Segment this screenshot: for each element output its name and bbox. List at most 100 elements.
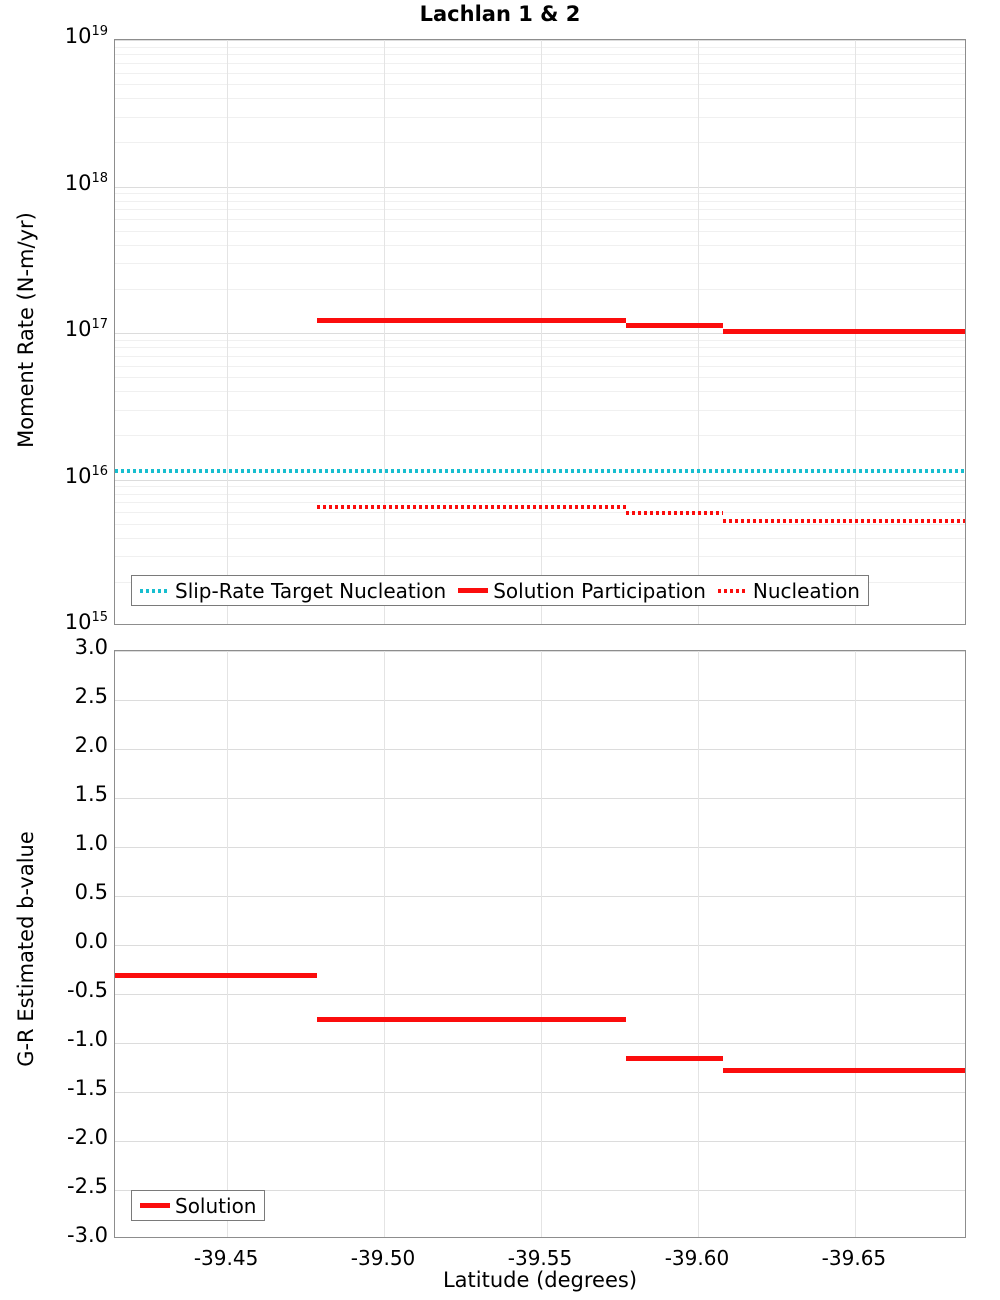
ytick-label: 3.0 <box>74 635 108 659</box>
xtick-label: -39.50 <box>350 1246 416 1270</box>
gridline-vertical <box>384 651 386 1237</box>
x-axis-title: Latitude (degrees) <box>442 1268 638 1292</box>
gridline-horizontal <box>115 512 965 513</box>
gridline-horizontal <box>115 651 965 652</box>
ytick-label: 1017 <box>64 317 108 341</box>
ytick-label: -0.5 <box>67 978 108 1002</box>
ytick-label: -1.5 <box>67 1076 108 1100</box>
gridline-horizontal <box>115 365 965 367</box>
xtick-label: -39.65 <box>821 1246 887 1270</box>
legend-label: Slip-Rate Target Nucleation <box>175 578 447 603</box>
gridline-horizontal <box>115 994 965 995</box>
gridline-vertical <box>384 40 386 624</box>
ytick-label: -1.0 <box>67 1027 108 1051</box>
ytick-exponent: 16 <box>91 463 108 479</box>
ytick-mantissa: 10 <box>64 463 92 488</box>
ytick-label: -2.0 <box>67 1125 108 1149</box>
ytick-label: 1016 <box>64 463 108 488</box>
bottom-panel-plot-area <box>114 650 966 1238</box>
gridline-horizontal <box>115 355 965 357</box>
gridline-horizontal <box>115 523 965 525</box>
ytick-exponent: 18 <box>91 170 108 186</box>
gridline-horizontal <box>115 1092 965 1093</box>
gridline-horizontal <box>115 186 965 188</box>
legend-entry[interactable]: Solution Participation <box>458 581 706 601</box>
ytick-label: -3.0 <box>67 1223 108 1247</box>
legend-line-swatch-icon <box>140 588 170 593</box>
data-step-segment <box>723 1068 965 1074</box>
legend-entry[interactable]: Nucleation <box>717 578 860 603</box>
gridline-vertical <box>227 40 229 624</box>
gridline-horizontal <box>115 209 965 211</box>
ytick-label: -2.5 <box>67 1174 108 1198</box>
gridline-horizontal <box>115 391 965 393</box>
legend-entry[interactable]: Solution <box>140 1196 256 1216</box>
data-step-segment <box>723 519 965 524</box>
ytick-label: 0.5 <box>74 880 108 904</box>
gridline-horizontal <box>115 333 965 334</box>
gridline-horizontal <box>115 72 965 74</box>
gridline-vertical <box>541 40 542 624</box>
gridline-horizontal <box>115 502 965 504</box>
gridline-horizontal <box>115 347 965 349</box>
gridline-horizontal <box>115 700 965 701</box>
data-step-segment <box>316 1017 627 1023</box>
gridline-horizontal <box>115 493 965 495</box>
gridline-horizontal <box>115 84 965 86</box>
gridline-vertical <box>697 40 699 624</box>
ytick-mantissa: 10 <box>64 24 92 48</box>
gridline-vertical <box>697 651 699 1237</box>
gridline-horizontal <box>115 98 965 100</box>
gridline-horizontal <box>115 749 965 750</box>
legend-label: Nucleation <box>752 578 860 603</box>
ytick-mantissa: 10 <box>64 317 92 341</box>
ytick-label: 1.0 <box>74 831 108 855</box>
ytick-label: 0.0 <box>74 929 108 953</box>
ytick-exponent: 19 <box>91 24 108 39</box>
data-step-segment <box>626 511 724 516</box>
gridline-horizontal <box>115 193 965 195</box>
ytick-mantissa: 10 <box>64 170 92 195</box>
gridline-horizontal <box>115 435 965 437</box>
ytick-label: 2.0 <box>74 733 108 757</box>
gridline-horizontal <box>115 40 965 41</box>
gridline-horizontal <box>115 219 965 220</box>
data-step-segment <box>316 504 627 509</box>
ytick-label: 1018 <box>64 170 108 195</box>
gridline-horizontal <box>115 1043 965 1044</box>
gridline-horizontal <box>115 945 965 946</box>
top-panel-legend[interactable]: Slip-Rate Target Nucleation Solution Part… <box>131 575 869 606</box>
legend-label: Solution Participation <box>493 578 706 603</box>
gridline-horizontal <box>115 479 965 481</box>
gridline-horizontal <box>115 54 965 56</box>
top-panel-y-axis-title: Moment Rate (N-m/yr) <box>14 212 38 448</box>
gridline-horizontal <box>115 263 965 265</box>
data-step-segment <box>626 1055 724 1061</box>
top-panel-plot-area <box>114 39 966 625</box>
legend-entry[interactable]: Slip-Rate Target Nucleation <box>140 581 446 601</box>
gridline-horizontal <box>115 486 965 488</box>
ytick-label: 1015 <box>64 610 108 634</box>
gridline-horizontal <box>115 62 965 64</box>
ytick-label: 1.5 <box>74 782 108 806</box>
xtick-label: -39.60 <box>664 1246 730 1270</box>
gridline-horizontal <box>115 896 965 897</box>
gridline-horizontal <box>115 142 965 144</box>
gridline-horizontal <box>115 1141 965 1142</box>
bottom-panel-legend[interactable]: Solution <box>131 1190 266 1221</box>
gridline-horizontal <box>115 537 965 539</box>
bottom-panel-y-axis-title: G-R Estimated b-value <box>14 831 38 1067</box>
xtick-label: -39.55 <box>507 1246 573 1270</box>
ytick-label: 1019 <box>64 24 108 48</box>
top-panel-ytick-labels: 1019 1018 1017 1016 1015 <box>0 25 108 633</box>
gridline-horizontal <box>115 200 965 202</box>
gridline-horizontal <box>115 288 965 290</box>
legend-line-swatch-icon <box>458 588 489 593</box>
gridline-horizontal <box>115 377 965 379</box>
xtick-label: -39.45 <box>193 1246 259 1270</box>
gridline-horizontal <box>115 230 965 232</box>
legend-label: Solution <box>175 1193 257 1218</box>
ytick-mantissa: 10 <box>64 610 92 634</box>
gridline-vertical <box>854 651 856 1237</box>
